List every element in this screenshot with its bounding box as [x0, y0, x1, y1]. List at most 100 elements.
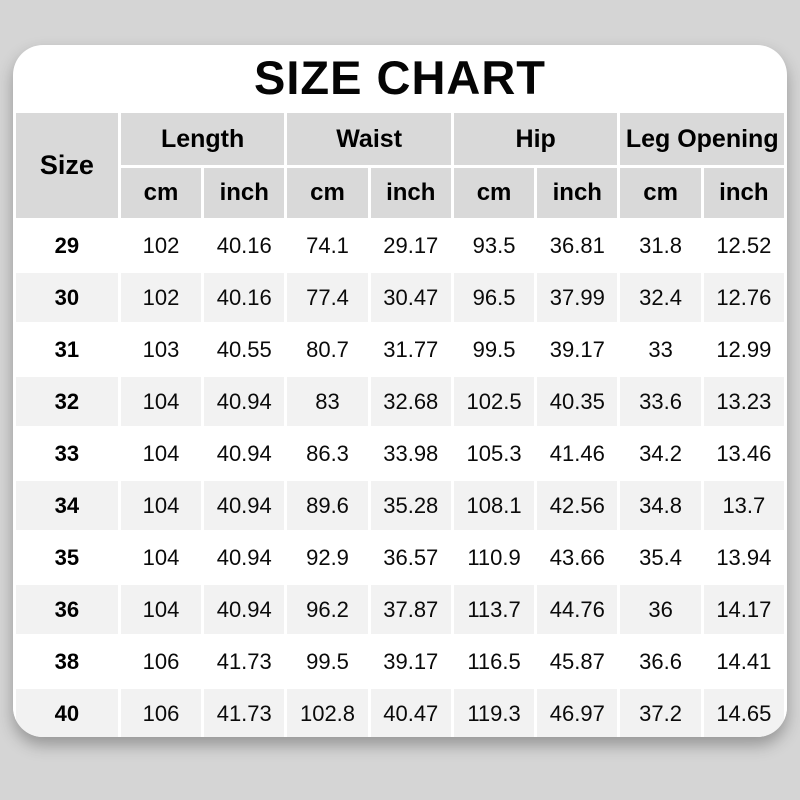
measurement-value: 39.17 [367, 634, 454, 689]
measurement-value: 40.94 [201, 530, 288, 585]
measurement-value: 14.41 [700, 634, 787, 689]
measurement-value: 40.55 [201, 322, 288, 377]
measurement-value: 36.6 [617, 634, 704, 689]
measurement-value: 40.94 [201, 374, 288, 429]
measurement-value: 33.6 [617, 374, 704, 429]
measurement-value: 110.9 [450, 530, 538, 585]
measurement-value: 13.7 [700, 478, 787, 533]
size-value: 32 [13, 374, 121, 429]
measurement-value: 41.73 [201, 634, 288, 689]
measurement-value: 33.98 [367, 426, 454, 481]
measurement-value: 116.5 [450, 634, 538, 689]
measurement-value: 104 [117, 582, 205, 637]
measurement-value: 93.5 [450, 218, 538, 273]
measurement-value: 35.28 [367, 478, 454, 533]
measurement-value: 108.1 [450, 478, 538, 533]
measurement-value: 44.76 [534, 582, 621, 637]
measurement-value: 96.5 [450, 270, 538, 325]
measurement-value: 99.5 [450, 322, 538, 377]
measurement-value: 104 [117, 426, 205, 481]
unit-header-inch: inch [201, 165, 288, 221]
measurement-value: 86.3 [284, 426, 371, 481]
measurement-value: 96.2 [284, 582, 371, 637]
measurement-value: 45.87 [534, 634, 621, 689]
measurement-value: 36.81 [534, 218, 621, 273]
measurement-value: 103 [117, 322, 205, 377]
size-value: 34 [13, 478, 121, 533]
table-row: 30 102 40.16 77.4 30.47 96.5 37.99 32.4 12.76 [13, 270, 787, 325]
measurement-value: 32.68 [367, 374, 454, 429]
measurement-value: 37.2 [617, 686, 704, 737]
measurement-value: 102.5 [450, 374, 538, 429]
measurement-value: 13.46 [700, 426, 787, 481]
table-row: 32 104 40.94 83 32.68 102.5 40.35 33.6 13.23 [13, 374, 787, 429]
measurement-value: 104 [117, 374, 205, 429]
measurement-value: 40.47 [367, 686, 454, 737]
measurement-value: 42.56 [534, 478, 621, 533]
measurement-value: 12.99 [700, 322, 787, 377]
table-row: 29 102 40.16 74.1 29.17 93.5 36.81 31.8 12.52 [13, 218, 787, 273]
table-header: Size Length Waist Hip Leg Opening cm inc… [13, 110, 787, 221]
measurement-value: 104 [117, 530, 205, 585]
measurement-value: 106 [117, 686, 205, 737]
unit-header-cm: cm [284, 165, 371, 221]
measurement-value: 77.4 [284, 270, 371, 325]
table-row: 40 106 41.73 102.8 40.47 119.3 46.97 37.2 14.65 [13, 686, 787, 737]
measurement-value: 13.94 [700, 530, 787, 585]
measurement-value: 35.4 [617, 530, 704, 585]
measurement-value: 36 [617, 582, 704, 637]
column-header-size: Size [13, 110, 121, 221]
measurement-value: 12.52 [700, 218, 787, 273]
unit-header-cm: cm [117, 165, 205, 221]
measurement-value: 34.8 [617, 478, 704, 533]
measurement-value: 31.77 [367, 322, 454, 377]
measurement-value: 13.23 [700, 374, 787, 429]
measurement-value: 92.9 [284, 530, 371, 585]
measurement-value: 105.3 [450, 426, 538, 481]
measurement-value: 32.4 [617, 270, 704, 325]
table-row: 33 104 40.94 86.3 33.98 105.3 41.46 34.2 13.46 [13, 426, 787, 481]
unit-header-cm: cm [450, 165, 538, 221]
unit-header-inch: inch [700, 165, 787, 221]
size-value: 38 [13, 634, 121, 689]
measurement-value: 37.99 [534, 270, 621, 325]
table-row: 38 106 41.73 99.5 39.17 116.5 45.87 36.6 14.41 [13, 634, 787, 689]
page-title: SIZE CHART [254, 51, 546, 104]
measurement-value: 33 [617, 322, 704, 377]
measurement-value: 104 [117, 478, 205, 533]
measurement-value: 102 [117, 218, 205, 273]
size-value: 33 [13, 426, 121, 481]
title-band: SIZE CHART [13, 45, 787, 110]
measurement-value: 83 [284, 374, 371, 429]
measurement-value: 40.16 [201, 218, 288, 273]
measurement-value: 31.8 [617, 218, 704, 273]
measurement-value: 12.76 [700, 270, 787, 325]
size-value: 40 [13, 686, 121, 737]
measurement-value: 40.94 [201, 426, 288, 481]
measurement-value: 40.94 [201, 582, 288, 637]
size-table-body: 29 102 40.16 74.1 29.17 93.5 36.81 31.8 12.52 30 1… [13, 218, 787, 737]
measurement-value: 14.17 [700, 582, 787, 637]
measurement-value: 37.87 [367, 582, 454, 637]
size-value: 30 [13, 270, 121, 325]
measurement-value: 74.1 [284, 218, 371, 273]
measurement-value: 36.57 [367, 530, 454, 585]
measurement-value: 80.7 [284, 322, 371, 377]
size-value: 29 [13, 218, 121, 273]
size-value: 31 [13, 322, 121, 377]
measurement-value: 43.66 [534, 530, 621, 585]
table-row: 36 104 40.94 96.2 37.87 113.7 44.76 36 14.17 [13, 582, 787, 637]
measurement-value: 40.94 [201, 478, 288, 533]
measurement-value: 46.97 [534, 686, 621, 737]
measurement-value: 40.35 [534, 374, 621, 429]
unit-header-inch: inch [367, 165, 454, 221]
column-header-length: Length [117, 110, 288, 168]
measurement-value: 106 [117, 634, 205, 689]
table-row: 31 103 40.55 80.7 31.77 99.5 39.17 33 12.99 [13, 322, 787, 377]
table-row: 34 104 40.94 89.6 35.28 108.1 42.56 34.8 13.7 [13, 478, 787, 533]
unit-header-cm: cm [617, 165, 704, 221]
table-row: 35 104 40.94 92.9 36.57 110.9 43.66 35.4 13.94 [13, 530, 787, 585]
column-header-leg-opening: Leg Opening [617, 110, 787, 168]
unit-header-row: cm inch cm inch cm inch cm inch [15, 165, 787, 221]
size-value: 36 [13, 582, 121, 637]
